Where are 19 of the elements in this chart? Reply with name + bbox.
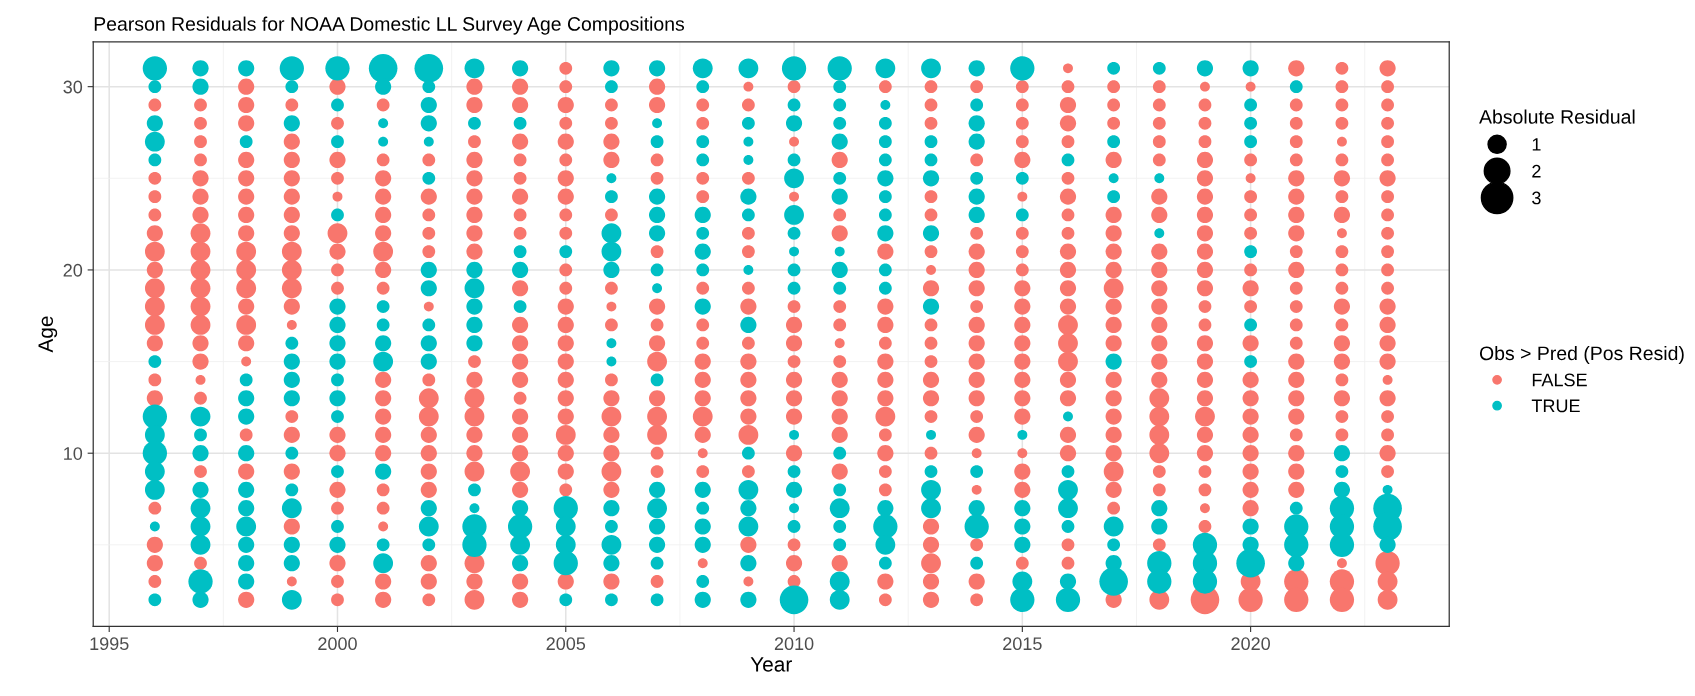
legend-label: TRUE [1531,399,1580,413]
chart-title: Pearson Residuals for NOAA Domestic LL Survey Age Compositions [94,16,685,35]
x-tick-label: 2010 [774,637,814,651]
y-tick-label: 10 [64,447,83,460]
legend-label: 3 [1532,191,1541,205]
x-tick-label: 1995 [90,637,129,651]
text: Absolute Residual [1479,109,1635,124]
legend-label: 2 [1532,164,1541,178]
legend-label: FALSE [1532,373,1587,387]
x-tick-label: 2015 [1003,637,1042,651]
x-tick-label: 2020 [1231,637,1270,651]
y-tick-label: 30 [63,80,83,94]
y-tick-label: 20 [63,263,83,277]
y-axis-title: Age [38,316,58,353]
x-axis-title: Year [750,657,792,672]
text: Obs > Pred (Pos Resid) [1479,345,1684,365]
x-tick-label: 2005 [546,637,586,651]
legend-label: 1 [1532,138,1541,151]
x-tick-label: 2000 [318,637,357,651]
